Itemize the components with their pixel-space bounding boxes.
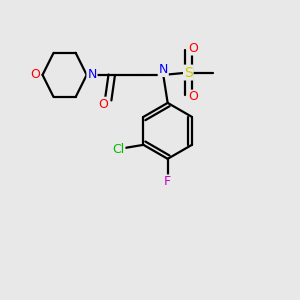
- Text: S: S: [184, 66, 193, 80]
- Text: O: O: [189, 42, 199, 55]
- Text: N: N: [159, 63, 168, 76]
- Text: Cl: Cl: [112, 143, 124, 156]
- Text: O: O: [98, 98, 108, 111]
- Text: O: O: [189, 91, 199, 103]
- Text: N: N: [87, 68, 97, 81]
- Text: F: F: [164, 175, 171, 188]
- Text: O: O: [30, 68, 40, 81]
